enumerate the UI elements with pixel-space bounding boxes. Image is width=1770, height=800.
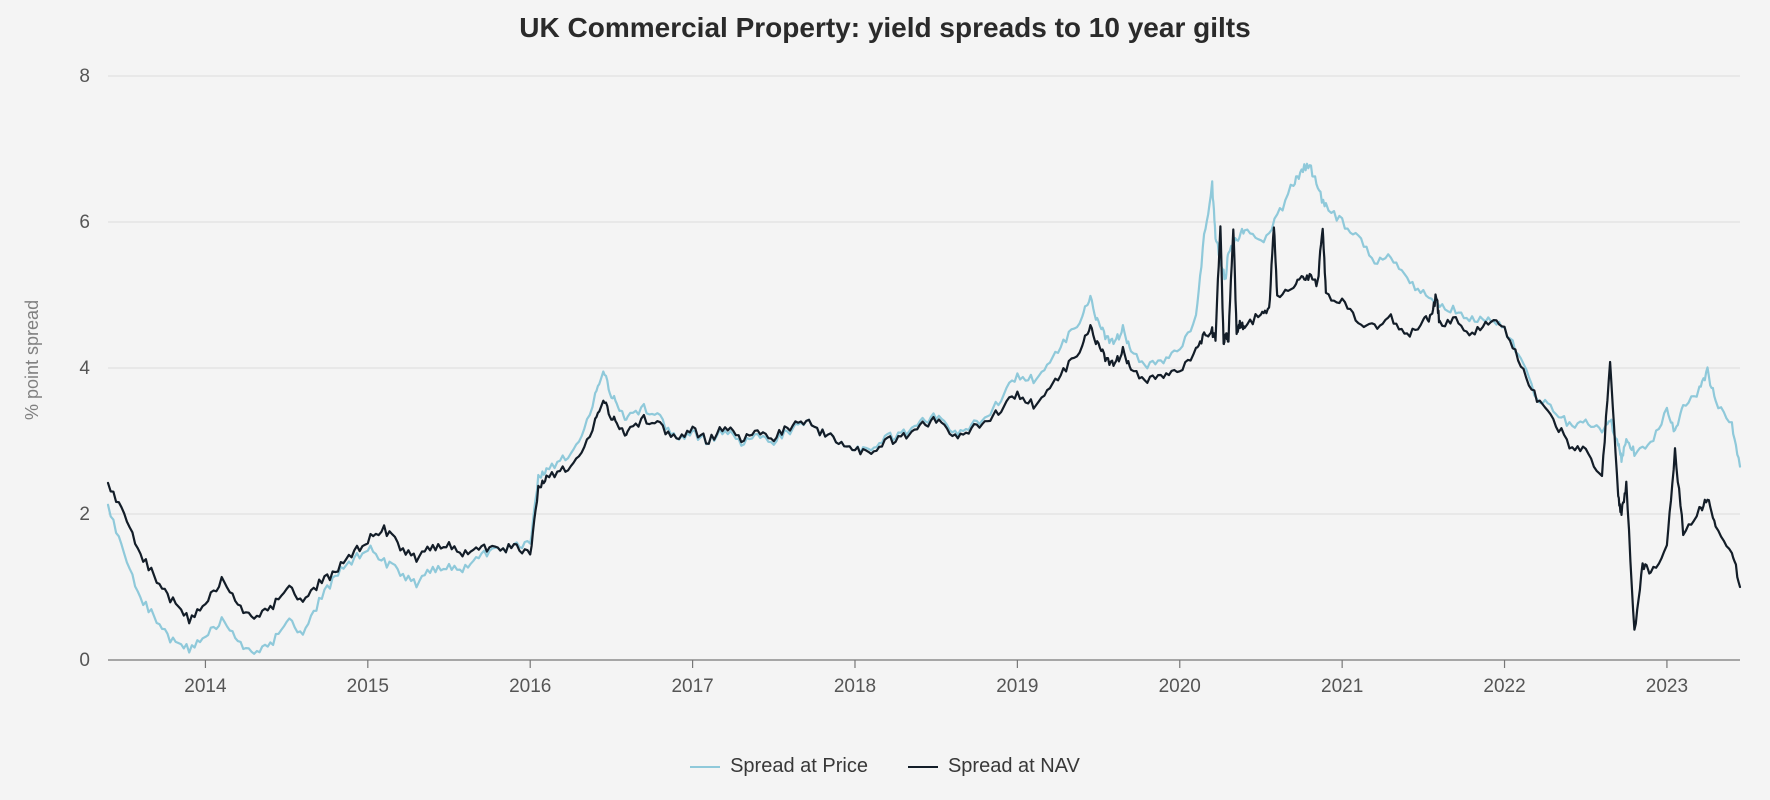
svg-text:2019: 2019 (996, 676, 1038, 697)
svg-text:2021: 2021 (1321, 676, 1363, 697)
svg-text:2016: 2016 (509, 676, 551, 697)
svg-text:2: 2 (79, 504, 90, 525)
svg-text:2022: 2022 (1483, 676, 1525, 697)
svg-text:2015: 2015 (347, 676, 389, 697)
svg-text:4: 4 (79, 358, 90, 379)
chart-svg: 0 2 4 6 8 2014 2015 2016 2017 2018 2019 2020 2021 202… (0, 0, 1770, 800)
svg-text:2023: 2023 (1646, 676, 1688, 697)
svg-text:8: 8 (79, 66, 90, 87)
legend: Spread at Price Spread at NAV (0, 755, 1770, 778)
legend-label-price: Spread at Price (730, 755, 868, 778)
svg-text:0: 0 (79, 650, 90, 671)
legend-label-nav: Spread at NAV (948, 755, 1080, 778)
svg-text:2014: 2014 (184, 676, 227, 697)
svg-text:6: 6 (79, 212, 90, 233)
svg-text:2020: 2020 (1159, 676, 1201, 697)
chart-container: UK Commercial Property: yield spreads to… (0, 0, 1770, 800)
legend-swatch-nav (908, 766, 938, 768)
legend-item-nav: Spread at NAV (908, 755, 1080, 778)
svg-text:2018: 2018 (834, 676, 876, 697)
legend-item-price: Spread at Price (690, 755, 868, 778)
svg-text:2017: 2017 (671, 676, 713, 697)
legend-swatch-price (690, 766, 720, 768)
